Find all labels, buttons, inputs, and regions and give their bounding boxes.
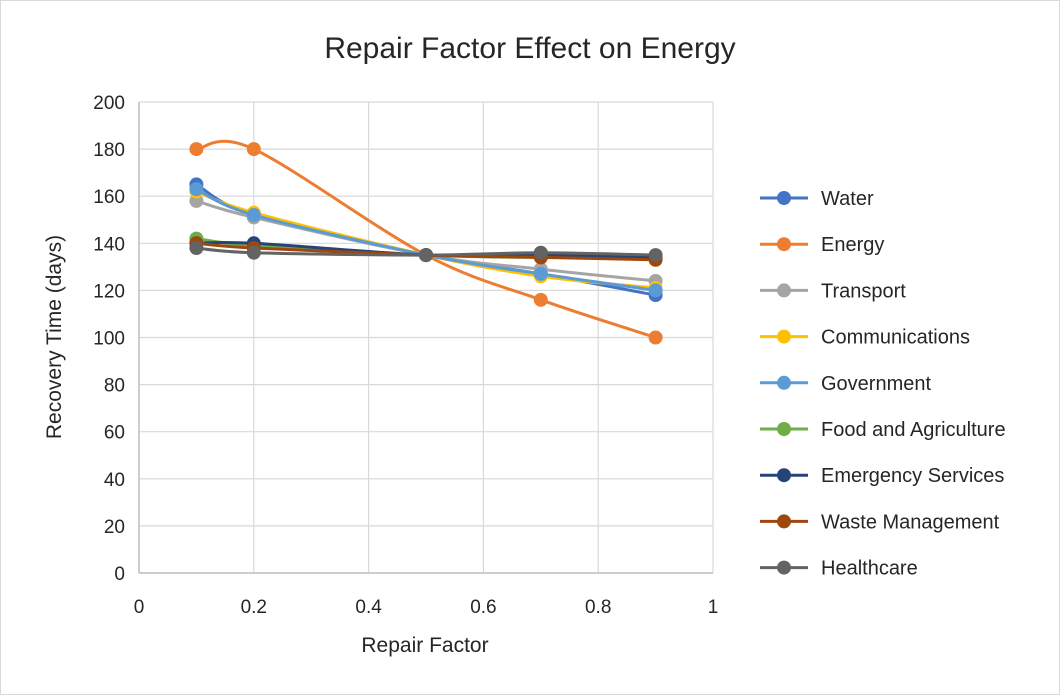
- data-point: [648, 248, 663, 263]
- x-tick-label: 0.4: [355, 597, 382, 618]
- legend-swatch-marker: [777, 422, 791, 436]
- legend-swatch-marker: [777, 560, 791, 575]
- legend-item: Water: [760, 188, 874, 210]
- y-axis-ticks: 0 20 40 60 80 100 120 140 160 180 200: [93, 93, 125, 585]
- y-tick-label: 120: [93, 281, 125, 302]
- legend-label: Government: [821, 373, 931, 395]
- legend-item: Government: [760, 373, 931, 395]
- y-tick-label: 200: [93, 93, 125, 114]
- data-point: [533, 292, 548, 307]
- x-tick-label: 1: [708, 597, 719, 618]
- y-axis-title: Recovery Time (days): [43, 235, 66, 439]
- y-tick-label: 40: [104, 470, 125, 491]
- legend-item: Food and Agriculture: [760, 419, 1006, 441]
- y-tick-label: 100: [93, 329, 125, 350]
- legend-swatch-marker: [777, 468, 791, 483]
- data-point: [648, 283, 663, 298]
- chart-title: Repair Factor Effect on Energy: [324, 32, 735, 65]
- y-tick-label: 180: [93, 140, 125, 161]
- legend-swatch-marker: [777, 191, 791, 205]
- series-healthcare: [189, 241, 663, 263]
- legend-swatch-marker: [777, 283, 791, 298]
- legend-item: Energy: [760, 234, 884, 256]
- y-tick-label: 20: [104, 517, 125, 538]
- legend-label: Healthcare: [821, 558, 918, 580]
- data-point: [533, 266, 548, 281]
- x-axis-title: Repair Factor: [361, 634, 488, 657]
- legend-label: Transport: [821, 280, 906, 302]
- legend-item: Emergency Services: [760, 465, 1004, 487]
- series-line: [195, 199, 656, 283]
- data-point: [189, 142, 204, 157]
- axes: [138, 102, 713, 574]
- legend-label: Energy: [821, 234, 884, 256]
- legend-swatch-marker: [777, 237, 791, 252]
- legend-item: Healthcare: [760, 558, 918, 580]
- legend-label: Food and Agriculture: [821, 419, 1006, 441]
- x-tick-label: 0.2: [241, 597, 267, 618]
- legend-item: Communications: [760, 327, 970, 349]
- data-point: [419, 248, 433, 263]
- data-point: [246, 208, 261, 223]
- y-tick-label: 80: [104, 376, 125, 397]
- y-tick-label: 140: [93, 234, 125, 255]
- data-point: [533, 245, 548, 260]
- legend-swatch-marker: [777, 514, 791, 529]
- y-tick-label: 160: [93, 187, 125, 208]
- x-tick-label: 0: [134, 597, 145, 618]
- data-point: [246, 142, 261, 157]
- data-point: [189, 182, 204, 197]
- data-point: [246, 245, 261, 260]
- series-communications: [189, 184, 663, 296]
- x-tick-label: 0.8: [585, 597, 611, 618]
- legend-label: Waste Management: [821, 511, 1000, 533]
- legend-item: Transport: [760, 280, 906, 302]
- legend-label: Water: [821, 188, 874, 210]
- series-government: [189, 182, 663, 298]
- series-line: [196, 139, 657, 339]
- data-point: [648, 330, 663, 345]
- grid-lines: [138, 101, 714, 574]
- y-tick-label: 0: [114, 564, 125, 585]
- series-line: [195, 183, 656, 297]
- legend: Water Energy Transport Communications Govern…: [760, 188, 1006, 580]
- data-point: [189, 241, 204, 256]
- legend-swatch-marker: [777, 375, 791, 390]
- legend-swatch-marker: [777, 329, 791, 344]
- legend-item: Waste Management: [760, 511, 1000, 533]
- series-lines: [189, 139, 663, 345]
- y-tick-label: 60: [104, 423, 125, 444]
- legend-label: Emergency Services: [821, 465, 1004, 487]
- x-tick-label: 0.6: [470, 597, 496, 618]
- x-axis-ticks: 0 0.2 0.4 0.6 0.8 1: [134, 597, 719, 618]
- legend-label: Communications: [821, 327, 970, 349]
